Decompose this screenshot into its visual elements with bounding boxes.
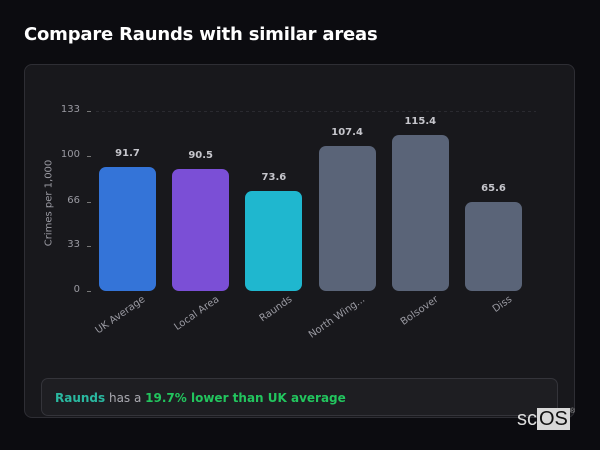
gridline — [96, 111, 536, 112]
bar-bolsover[interactable] — [391, 134, 449, 291]
y-tick-mark — [87, 155, 91, 157]
y-tick-mark — [87, 111, 91, 112]
page-title: Compare Raunds with similar areas — [24, 24, 378, 45]
callout-text: has a — [105, 391, 146, 405]
bar-value-label: 107.4 — [331, 126, 363, 138]
bar-value-label: 65.6 — [481, 183, 506, 195]
y-tick-label: 66 — [67, 194, 80, 206]
bar-value-label: 115.4 — [404, 115, 437, 127]
bar-diss[interactable] — [465, 202, 522, 291]
y-tick-mark — [87, 291, 91, 292]
bar-raunds[interactable] — [245, 191, 303, 291]
y-tick-label: 0 — [73, 284, 80, 295]
bar-value-label: 90.5 — [188, 149, 214, 161]
bar-value-label: 91.7 — [115, 147, 140, 159]
y-tick-label: 33 — [67, 239, 80, 251]
y-tick-mark — [87, 246, 91, 248]
scos-logo: sc OS ® — [517, 408, 576, 430]
y-tick-label: 133 — [60, 104, 80, 115]
y-tick-mark — [87, 201, 91, 203]
bar-uk-average[interactable] — [99, 166, 156, 291]
bar-value-label: 73.6 — [261, 172, 287, 184]
bar-north-wing-[interactable] — [318, 145, 376, 291]
y-tick-label: 100 — [60, 148, 80, 160]
callout-stat: 19.7% lower than UK average — [145, 391, 346, 405]
comparison-callout: Raunds has a 19.7% lower than UK average — [41, 378, 558, 416]
callout-place: Raunds — [55, 391, 106, 405]
bar-local-area[interactable] — [172, 168, 230, 291]
